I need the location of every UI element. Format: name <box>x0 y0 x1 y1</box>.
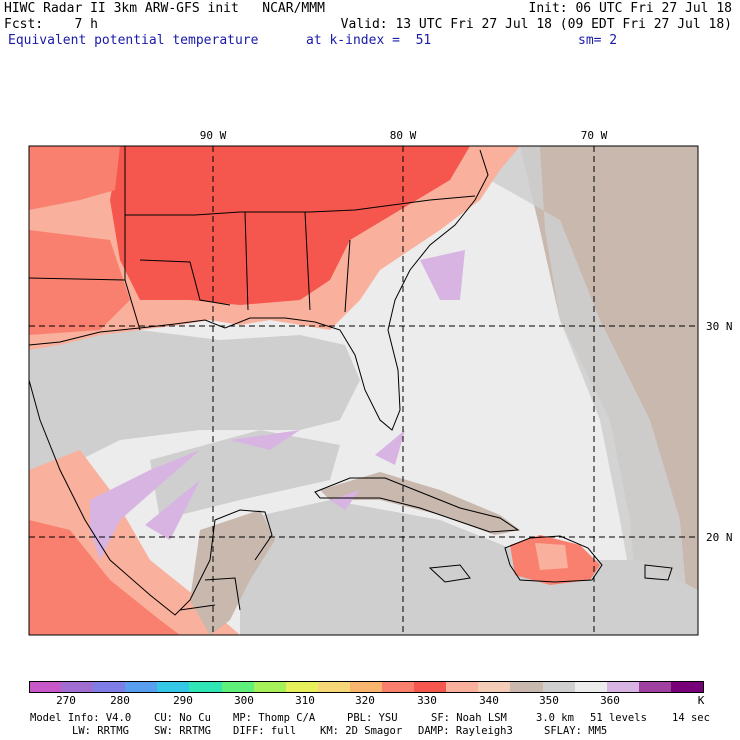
footer-cu: CU: No Cu <box>154 712 211 724</box>
footer-mp: MP: Thomp C/A <box>233 712 316 724</box>
footer-sw: SW: RRTMG <box>154 725 211 737</box>
smoothing-info: sm= 2 <box>578 33 618 48</box>
colorbar-swatch <box>61 681 95 693</box>
colorbar-swatch <box>478 681 512 693</box>
colorbar-swatch <box>382 681 416 693</box>
footer-model-info: Model Info: V4.0 <box>30 712 132 724</box>
footer-sflay: SFLAY: MM5 <box>544 725 608 737</box>
footer-resolution: 3.0 km <box>536 712 574 724</box>
colorbar-swatch <box>189 681 223 693</box>
colorbar-label-340: 340 <box>479 694 499 707</box>
lon-label-70w: 70 W <box>581 129 608 142</box>
level-info: at k-index = 51 <box>306 33 432 48</box>
header-title: HIWC Radar II 3km ARW-GFS init NCAR/MMM <box>4 1 325 16</box>
colorbar-label-300: 300 <box>234 694 254 707</box>
footer-lw: LW: RRTMG <box>72 725 129 737</box>
colorbar-label-320: 320 <box>355 694 375 707</box>
lon-label-80w: 80 W <box>390 129 417 142</box>
colorbar-swatch <box>606 681 640 693</box>
colorbar-label-360: 360 <box>600 694 620 707</box>
init-time: Init: 06 UTC Fri 27 Jul 18 <box>528 1 733 16</box>
footer-diff: DIFF: full <box>233 725 297 737</box>
colorbar-unit: K <box>697 694 705 707</box>
colorbar-label-290: 290 <box>173 694 193 707</box>
colorbar-label-270: 270 <box>56 694 76 707</box>
colorbar-swatch <box>317 681 351 693</box>
valid-time: Valid: 13 UTC Fri 27 Jul 18 (09 EDT Fri … <box>340 17 732 32</box>
lat-label-20n: 20 N <box>706 531 733 544</box>
colorbar-swatch <box>157 681 191 693</box>
colorbar-swatch <box>574 681 608 693</box>
footer-timestep: 14 sec <box>672 712 710 724</box>
colorbar-swatch <box>93 681 127 693</box>
forecast-hour: Fcst: 7 h <box>4 17 98 32</box>
colorbar-label-350: 350 <box>539 694 559 707</box>
field-name: Equivalent potential temperature <box>8 33 259 48</box>
colorbar-swatch <box>253 681 287 693</box>
lat-label-30n: 30 N <box>706 320 733 333</box>
colorbar-swatch <box>446 681 480 693</box>
colorbar-swatch <box>349 681 383 693</box>
colorbar-label-310: 310 <box>295 694 315 707</box>
colorbar-swatch <box>285 681 319 693</box>
colorbar-swatch <box>221 681 255 693</box>
footer-levels: 51 levels <box>590 712 647 724</box>
footer-damp: DAMP: Rayleigh3 <box>418 725 513 737</box>
colorbar-label-280: 280 <box>110 694 130 707</box>
colorbar-swatch <box>414 681 448 693</box>
footer-km: KM: 2D Smagor <box>320 725 403 737</box>
footer-pbl: PBL: YSU <box>347 712 398 724</box>
colorbar-label-330: 330 <box>417 694 437 707</box>
colorbar-swatch <box>638 681 672 693</box>
lon-label-90w: 90 W <box>200 129 227 142</box>
colorbar-swatch <box>29 681 62 693</box>
colorbar-swatch <box>670 681 704 693</box>
colorbar-swatch <box>510 681 544 693</box>
radar-map: 90 W 80 W 70 W 30 N 20 N <box>28 129 733 636</box>
colorbar-swatch <box>542 681 576 693</box>
colorbar-swatch <box>125 681 159 693</box>
footer-sf: SF: Noah LSM <box>431 712 507 724</box>
